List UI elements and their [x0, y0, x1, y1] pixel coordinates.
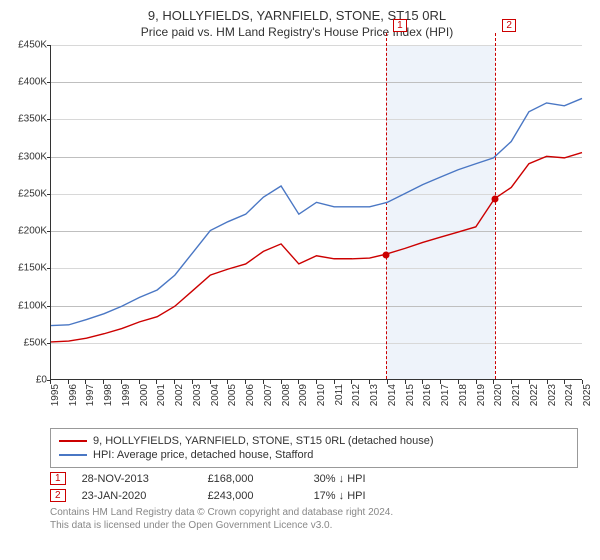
x-axis-label: 2023	[547, 384, 558, 406]
chart-container: 9, HOLLYFIELDS, YARNFIELD, STONE, ST15 0…	[0, 0, 600, 560]
y-axis-label: £0	[36, 375, 51, 386]
legend: 9, HOLLYFIELDS, YARNFIELD, STONE, ST15 0…	[50, 428, 578, 468]
footnote: Contains HM Land Registry data © Crown c…	[50, 506, 578, 532]
y-axis-label: £150K	[18, 263, 51, 274]
x-axis-label: 2012	[351, 384, 362, 406]
x-axis-label: 2018	[458, 384, 469, 406]
sale-marker-label: 2	[502, 19, 516, 32]
x-axis-label: 1995	[50, 384, 61, 406]
sale-marker-label: 1	[393, 19, 407, 32]
sale-row: 1 28-NOV-2013 £168,000 30% ↓ HPI	[50, 472, 578, 485]
x-axis-label: 2020	[493, 384, 504, 406]
y-axis-label: £400K	[18, 77, 51, 88]
x-axis-label: 2014	[387, 384, 398, 406]
x-axis-label: 2024	[564, 384, 575, 406]
x-axis-label: 1998	[103, 384, 114, 406]
legend-item: 9, HOLLYFIELDS, YARNFIELD, STONE, ST15 0…	[59, 435, 569, 447]
sale-price: £243,000	[208, 490, 298, 502]
x-axis-label: 2004	[210, 384, 221, 406]
page-title: 9, HOLLYFIELDS, YARNFIELD, STONE, ST15 0…	[8, 8, 586, 23]
sale-dot	[383, 251, 390, 258]
x-axis-label: 2007	[263, 384, 274, 406]
x-axis-label: 2019	[476, 384, 487, 406]
x-axis-label: 2005	[227, 384, 238, 406]
y-axis-label: £250K	[18, 188, 51, 199]
x-axis-label: 2013	[369, 384, 380, 406]
x-axis-label: 2009	[298, 384, 309, 406]
y-axis-label: £350K	[18, 114, 51, 125]
x-axis-label: 2011	[334, 384, 345, 406]
x-axis-label: 2000	[139, 384, 150, 406]
sale-date: 28-NOV-2013	[82, 473, 192, 485]
x-axis-label: 1999	[121, 384, 132, 406]
x-axis-label: 2001	[156, 384, 167, 406]
y-axis-label: £50K	[24, 337, 51, 348]
legend-swatch	[59, 440, 87, 442]
x-axis-label: 2010	[316, 384, 327, 406]
x-axis-label: 2017	[440, 384, 451, 406]
legend-label: 9, HOLLYFIELDS, YARNFIELD, STONE, ST15 0…	[93, 435, 434, 447]
x-axis-label: 2002	[174, 384, 185, 406]
legend-swatch	[59, 454, 87, 456]
sale-dot	[492, 196, 499, 203]
x-axis-label: 2008	[281, 384, 292, 406]
y-axis-label: £200K	[18, 226, 51, 237]
footnote-line: This data is licensed under the Open Gov…	[50, 519, 578, 532]
x-axis-label: 2015	[405, 384, 416, 406]
x-axis-label: 2006	[245, 384, 256, 406]
sales-table: 1 28-NOV-2013 £168,000 30% ↓ HPI 2 23-JAN-202…	[50, 472, 578, 502]
x-axis-label: 2025	[582, 384, 593, 406]
x-axis-labels: 1995 1996 1997 1998 1999 2000 2001 2002 2003 2004…	[50, 380, 582, 424]
x-axis-label: 2022	[529, 384, 540, 406]
chart-lines	[51, 45, 582, 379]
y-axis-label: £450K	[18, 40, 51, 51]
sale-row: 2 23-JAN-2020 £243,000 17% ↓ HPI	[50, 489, 578, 502]
x-axis-label: 1997	[85, 384, 96, 406]
x-axis-label: 2016	[422, 384, 433, 406]
x-axis-label: 1996	[68, 384, 79, 406]
legend-label: HPI: Average price, detached house, Staf…	[93, 449, 313, 461]
series-hpi	[51, 98, 582, 325]
sale-index: 1	[50, 472, 66, 485]
plot-area: £0£50K£100K£150K£200K£250K£300K£350K£400…	[50, 45, 582, 380]
footnote-line: Contains HM Land Registry data © Crown c…	[50, 506, 578, 519]
legend-item: HPI: Average price, detached house, Staf…	[59, 449, 569, 461]
page-subtitle: Price paid vs. HM Land Registry's House …	[8, 25, 586, 39]
series-paid	[51, 153, 582, 342]
x-axis-label: 2003	[192, 384, 203, 406]
sale-diff: 30% ↓ HPI	[314, 473, 578, 485]
sale-price: £168,000	[208, 473, 298, 485]
sale-index: 2	[50, 489, 66, 502]
sale-date: 23-JAN-2020	[82, 490, 192, 502]
y-axis-label: £100K	[18, 300, 51, 311]
sale-diff: 17% ↓ HPI	[314, 490, 578, 502]
x-axis-label: 2021	[511, 384, 522, 406]
y-axis-label: £300K	[18, 151, 51, 162]
